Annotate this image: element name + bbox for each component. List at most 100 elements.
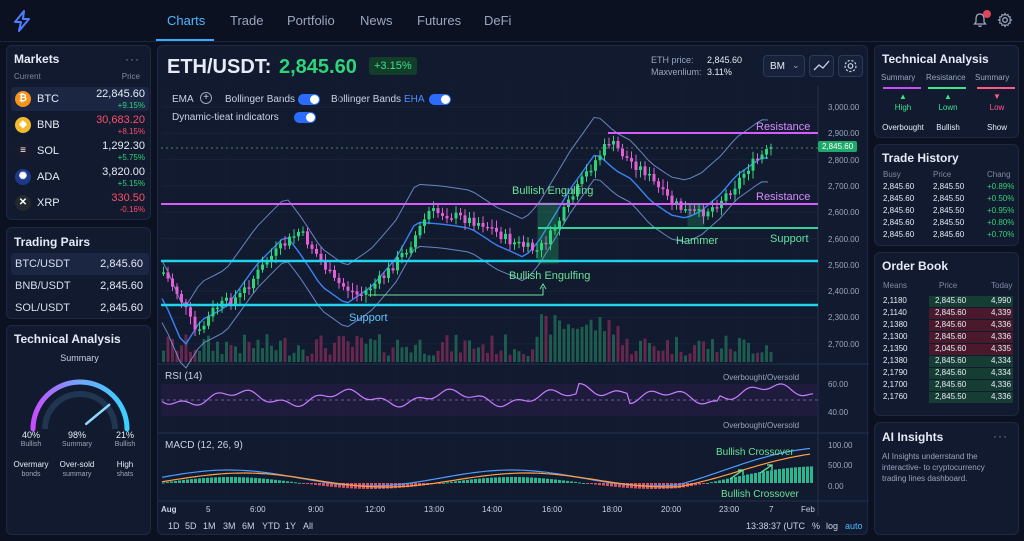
volume-bar bbox=[432, 355, 435, 362]
timeframe-button-all[interactable]: All bbox=[303, 521, 314, 531]
order-book-row[interactable]: 2,1790 2,845.60 4,334 bbox=[883, 368, 1013, 380]
volume-bar bbox=[364, 343, 368, 362]
volume-bar bbox=[409, 352, 413, 362]
trade-history-cell: 2,845.50 bbox=[933, 206, 965, 215]
candle-body bbox=[625, 156, 629, 158]
nav-tab-portfolio[interactable]: Portfolio bbox=[287, 13, 335, 28]
price-axis-tick: 3,000.00 bbox=[828, 103, 860, 112]
nav-tab-charts[interactable]: Charts bbox=[167, 13, 206, 28]
pair-quote: /USDT bbox=[37, 302, 71, 314]
volume-bar bbox=[504, 334, 507, 362]
volume-bar bbox=[315, 339, 318, 362]
order-book-row[interactable]: 2,1180 2,845.60 4,990 bbox=[883, 296, 1013, 308]
pair-price: 2,845.60 bbox=[100, 302, 143, 314]
trading-pair-row[interactable]: BNB/USDT 2,845.60 bbox=[11, 275, 149, 297]
market-symbol: ADA bbox=[37, 171, 60, 183]
auto-scale-button[interactable]: auto bbox=[845, 521, 863, 531]
volume-bar bbox=[756, 352, 759, 362]
ai-insights-text: AI Insights underrstand the bbox=[882, 452, 978, 461]
volume-bar bbox=[477, 347, 480, 362]
timeframe-button-ytd[interactable]: YTD bbox=[262, 521, 280, 531]
market-row-bnb[interactable]: ◆ BNB 30,683.20 +8.15% bbox=[11, 113, 149, 137]
candle-body bbox=[765, 148, 768, 155]
order-book-row[interactable]: 2,1380 2,845.60 4,336 bbox=[883, 320, 1013, 332]
order-book-row[interactable]: 2,1760 2,845.50 4,336 bbox=[883, 392, 1013, 404]
notification-badge bbox=[983, 10, 991, 18]
bollinger-bands-toggle[interactable] bbox=[298, 94, 320, 105]
order-book-row[interactable]: 2,1380 2,845.60 4,334 bbox=[883, 356, 1013, 368]
macd-histogram-bar bbox=[330, 483, 333, 487]
candle-body bbox=[531, 242, 534, 251]
add-indicator-icon[interactable]: + bbox=[200, 92, 212, 104]
nav-tab-defi[interactable]: DeFi bbox=[484, 13, 512, 28]
trade-history-row: 2,845.60 2,845.60 +0.70% bbox=[883, 230, 1014, 242]
bollinger-bands-label: Bollinger Bands bbox=[225, 94, 296, 105]
candle-body bbox=[693, 209, 696, 211]
timeframe-button-6m[interactable]: 6M bbox=[242, 521, 255, 531]
more-icon[interactable]: ··· bbox=[125, 52, 140, 66]
trade-history-row: 2,845.60 2,845.50 +0.95% bbox=[883, 206, 1014, 218]
more-icon[interactable]: ··· bbox=[993, 429, 1008, 443]
timeframe-button-1m[interactable]: 1M bbox=[203, 521, 216, 531]
volume-bar bbox=[423, 353, 426, 362]
chart-type-button[interactable] bbox=[809, 55, 834, 77]
timeframe-button-1y[interactable]: 1Y bbox=[285, 521, 297, 531]
volume-bar bbox=[301, 349, 305, 362]
timeframe-button-3m[interactable]: 3M bbox=[223, 521, 236, 531]
macd-histogram-bar bbox=[714, 481, 717, 483]
market-row-xrp[interactable]: ✕ XRP 330.50 -0.16% bbox=[11, 191, 149, 215]
utc-clock: 13:38:37 (UTC bbox=[746, 521, 806, 531]
price-chart[interactable] bbox=[158, 46, 869, 536]
candle-body bbox=[481, 222, 485, 227]
trading-pair-row[interactable]: SOL/USDT 2,845.60 bbox=[11, 297, 149, 319]
macd-histogram-bar bbox=[174, 480, 177, 483]
order-book-price: 2,845.60 bbox=[935, 308, 967, 317]
trading-pair-row[interactable]: BTC/USDT 2,845.60 bbox=[11, 253, 149, 275]
macd-histogram-bar bbox=[246, 477, 249, 483]
pattern-arrow bbox=[368, 287, 544, 296]
time-axis-label: 6:00 bbox=[250, 505, 266, 514]
gear-icon[interactable] bbox=[997, 12, 1013, 28]
candle-body bbox=[684, 209, 687, 211]
nav-tab-trade[interactable]: Trade bbox=[230, 13, 264, 28]
macd-histogram-bar bbox=[206, 477, 209, 483]
market-row-btc[interactable]: ₿ BTC 22,845.60 +9.15% bbox=[11, 87, 149, 111]
ta-right-bar bbox=[928, 87, 966, 89]
order-book-row[interactable]: 2,1350 2,045.60 4,335 bbox=[883, 344, 1013, 356]
interval-select[interactable]: BM ⌄ bbox=[763, 55, 805, 77]
timeframe-button-1d[interactable]: 1D bbox=[168, 521, 180, 531]
macd-histogram-bar bbox=[446, 482, 449, 484]
market-row-sol[interactable]: ≡ SOL 1,292.30 +5.75% bbox=[11, 139, 149, 163]
arrow-up-icon: ▲ bbox=[899, 92, 907, 101]
logo-icon[interactable] bbox=[12, 10, 32, 32]
macd-histogram-bar bbox=[698, 483, 701, 485]
bollinger-bands-eha-toggle[interactable] bbox=[429, 94, 451, 105]
volume-bar bbox=[324, 348, 327, 362]
nav-tab-futures[interactable]: Futures bbox=[417, 13, 462, 28]
time-axis-label: 18:00 bbox=[602, 505, 623, 514]
percent-scale-button[interactable]: % bbox=[812, 521, 821, 531]
market-row-ada[interactable]: ✺ ADA 3,820.00 +5.15% bbox=[11, 165, 149, 189]
order-book-row[interactable]: 2,1300 2,845.60 4,336 bbox=[883, 332, 1013, 344]
chart-settings-button[interactable] bbox=[838, 55, 863, 77]
volume-bar bbox=[688, 353, 692, 362]
order-book-row[interactable]: 2,1700 2,845.60 4,336 bbox=[883, 380, 1013, 392]
candle-body bbox=[400, 253, 404, 258]
macd-histogram-bar bbox=[210, 477, 213, 483]
candle-body bbox=[666, 189, 669, 196]
volume-bar bbox=[369, 338, 372, 362]
macd-histogram-bar bbox=[734, 476, 737, 483]
candle-body bbox=[598, 155, 602, 161]
dynamic-indicators-toggle[interactable] bbox=[294, 112, 316, 123]
order-book-row[interactable]: 2,1140 2,845.60 4,339 bbox=[883, 308, 1013, 320]
candle-body bbox=[247, 287, 251, 289]
order-book-price: 2,845.60 bbox=[935, 380, 967, 389]
macd-histogram-bar bbox=[178, 480, 181, 483]
bell-icon[interactable] bbox=[972, 12, 988, 28]
gear-icon bbox=[844, 59, 857, 73]
volume-bar bbox=[693, 345, 696, 362]
nav-tab-news[interactable]: News bbox=[360, 13, 393, 28]
volume-bar bbox=[454, 334, 458, 362]
timeframe-button-5d[interactable]: 5D bbox=[185, 521, 197, 531]
log-scale-button[interactable]: log bbox=[826, 521, 839, 531]
